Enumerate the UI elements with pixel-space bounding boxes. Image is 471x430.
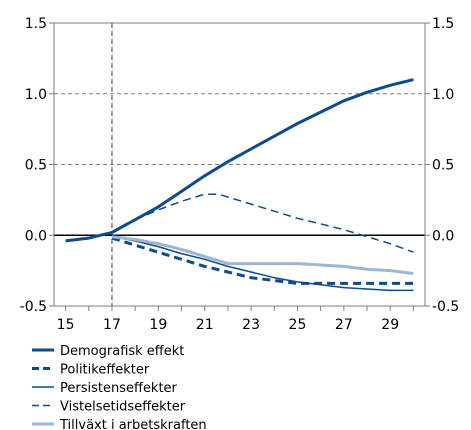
series-line-1: [65, 78, 414, 243]
y-tick-label-left: -0.5: [20, 299, 47, 315]
y-tick-label-left: 0.5: [25, 158, 47, 174]
y-tick-label-right: -0.5: [432, 299, 459, 315]
x-tick-label: 25: [289, 317, 307, 333]
y-tick-label-right: 1.5: [432, 16, 454, 32]
legend-label-1: Demografisk effekt: [60, 344, 184, 359]
x-tick-label: 29: [381, 317, 399, 333]
x-tick-label: 15: [57, 317, 75, 333]
legend-label-5: Tillväxt i arbetskraften: [59, 418, 207, 430]
y-tick-label-left: 1.5: [25, 16, 47, 32]
x-tick-label: 27: [335, 317, 353, 333]
series-line-3: [111, 235, 414, 292]
axes: [49, 22, 430, 311]
legend-label-2: Politikeffekter: [60, 363, 150, 378]
y-tick-label-left: 0.0: [25, 228, 47, 244]
x-tick-label: 17: [103, 317, 121, 333]
y-tick-label-right: 0.5: [432, 158, 454, 174]
y-tick-label-right: 0.0: [432, 228, 454, 244]
series-line-4: [111, 193, 414, 253]
legend-label-4: Vistelsetidseffekter: [60, 400, 186, 415]
x-tick-label: 23: [242, 317, 260, 333]
x-tick-label: 19: [149, 317, 167, 333]
legend-label-3: Persistenseffekter: [60, 381, 178, 396]
tick-labels: -0.5 -0.5 0.0 0.0 0.5 0.5 1.0 1.0 1.5 1.5 15 17 19 21…: [20, 16, 460, 333]
legend: Demografisk effekt Politikeffekter Persist…: [32, 344, 207, 430]
y-tick-label-right: 1.0: [432, 87, 454, 103]
y-tick-label-left: 1.0: [25, 87, 47, 103]
series-line-2: [111, 236, 414, 285]
x-tick-label: 21: [196, 317, 214, 333]
series-lines: [65, 78, 414, 292]
series-line-5: [111, 235, 414, 275]
